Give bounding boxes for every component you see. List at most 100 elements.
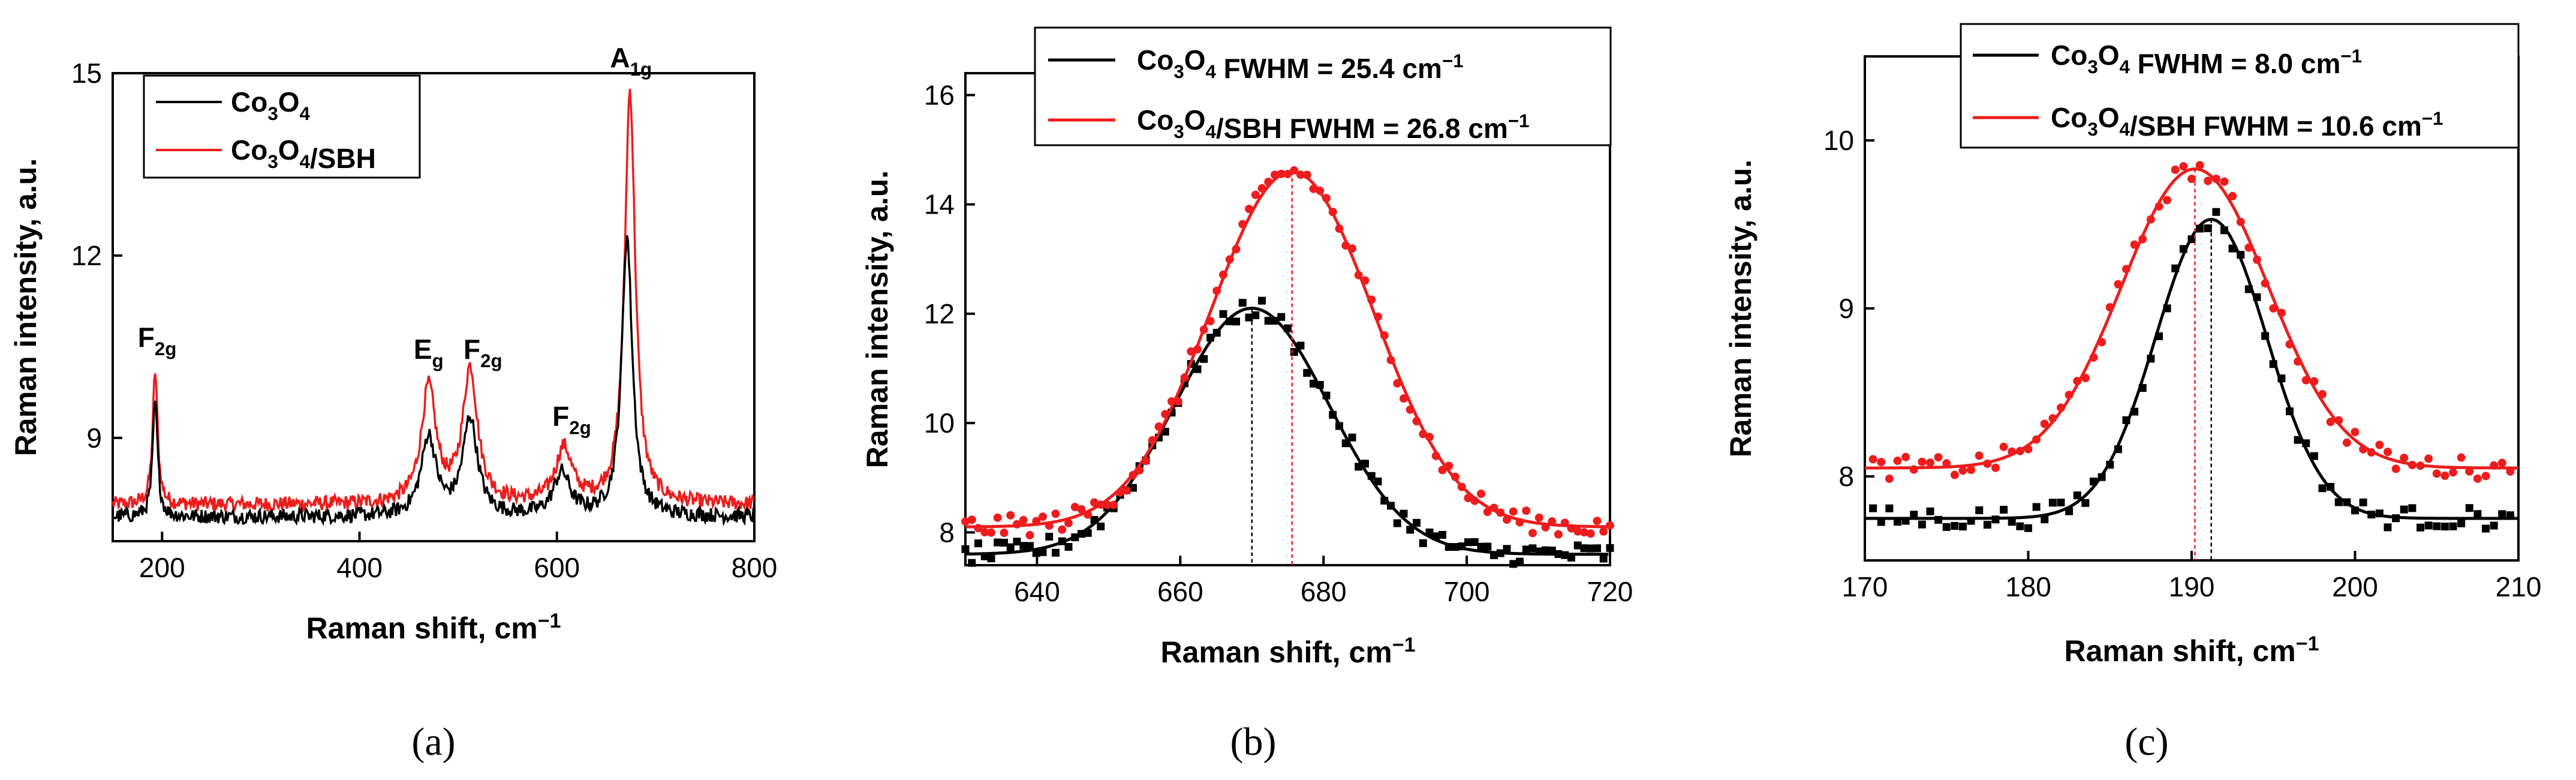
data-point-co3o4-sbh bbox=[1206, 317, 1215, 326]
data-point-co3o4-sbh bbox=[1225, 255, 1234, 264]
data-point-co3o4 bbox=[2359, 498, 2367, 506]
data-point-co3o4-sbh bbox=[2195, 161, 2204, 170]
data-point-co3o4-sbh bbox=[1283, 170, 1292, 179]
data-point-co3o4-sbh bbox=[2342, 438, 2351, 447]
data-point-co3o4-sbh bbox=[1967, 466, 1976, 475]
data-point-co3o4 bbox=[1593, 544, 1601, 553]
data-point-co3o4-sbh bbox=[2138, 235, 2147, 244]
series-b bbox=[961, 166, 1614, 568]
data-point-co3o4 bbox=[2244, 285, 2253, 293]
data-point-co3o4-sbh bbox=[2384, 448, 2392, 457]
data-point-co3o4 bbox=[1058, 537, 1066, 545]
data-point-co3o4-sbh bbox=[1257, 184, 1266, 193]
data-point-co3o4 bbox=[1983, 521, 1991, 529]
legend-box-b bbox=[1034, 26, 1612, 146]
data-point-co3o4 bbox=[2384, 523, 2392, 532]
data-point-co3o4-sbh bbox=[1942, 459, 1951, 468]
data-point-co3o4-sbh bbox=[2065, 391, 2074, 400]
data-point-co3o4-sbh bbox=[1058, 525, 1067, 534]
data-point-co3o4-sbh bbox=[1142, 457, 1150, 466]
data-point-co3o4-sbh bbox=[1173, 397, 1182, 406]
data-point-co3o4-sbh bbox=[1161, 410, 1170, 419]
data-point-co3o4-sbh bbox=[1541, 523, 1550, 532]
fit-curve-co3o4-sbh bbox=[965, 170, 1609, 529]
data-point-co3o4 bbox=[1496, 549, 1504, 557]
data-point-co3o4-sbh bbox=[1457, 482, 1466, 491]
data-point-co3o4-sbh bbox=[1412, 417, 1421, 426]
data-point-co3o4-sbh bbox=[1180, 373, 1189, 382]
x-tick-label: 720 bbox=[1587, 576, 1633, 607]
data-point-co3o4 bbox=[1522, 545, 1530, 554]
data-point-co3o4 bbox=[2253, 293, 2261, 301]
data-point-co3o4 bbox=[1425, 528, 1434, 536]
data-point-co3o4 bbox=[2433, 522, 2441, 530]
data-point-co3o4-sbh bbox=[1419, 430, 1428, 439]
data-point-co3o4 bbox=[1535, 547, 1543, 556]
data-point-co3o4 bbox=[1310, 379, 1317, 388]
data-point-co3o4-sbh bbox=[1238, 220, 1247, 229]
x-tick-label: 180 bbox=[2005, 571, 2051, 602]
data-point-co3o4-sbh bbox=[2048, 414, 2057, 423]
data-point-co3o4-sbh bbox=[1219, 270, 1227, 279]
data-point-co3o4 bbox=[1355, 463, 1363, 471]
data-point-co3o4 bbox=[1193, 365, 1202, 373]
data-point-co3o4-sbh bbox=[1400, 394, 1408, 403]
data-point-co3o4 bbox=[2155, 332, 2163, 340]
data-point-co3o4-sbh bbox=[1251, 190, 1260, 199]
data-point-co3o4 bbox=[1470, 538, 1479, 546]
data-point-co3o4 bbox=[1348, 433, 1356, 442]
x-tick-label: 640 bbox=[1014, 576, 1060, 607]
data-point-co3o4 bbox=[2367, 511, 2376, 519]
panel-c: 170 180 190 200 210 8 9 10 Co3O4 FWHM = 8.0 cm−… bbox=[1724, 23, 2541, 764]
data-point-co3o4-sbh bbox=[2171, 165, 2180, 174]
plot-frame-a bbox=[112, 72, 756, 542]
data-point-co3o4-sbh bbox=[1606, 521, 1614, 530]
data-point-co3o4-sbh bbox=[2351, 427, 2360, 436]
data-point-co3o4 bbox=[2147, 355, 2155, 363]
data-point-co3o4 bbox=[2122, 416, 2130, 424]
data-point-co3o4-sbh bbox=[1386, 356, 1395, 365]
data-point-co3o4-sbh bbox=[980, 528, 989, 537]
data-point-co3o4-sbh bbox=[2236, 217, 2245, 226]
data-point-co3o4-sbh bbox=[1367, 295, 1376, 304]
data-point-co3o4-sbh bbox=[1361, 276, 1370, 285]
data-point-co3o4-sbh bbox=[2457, 453, 2466, 462]
data-point-co3o4 bbox=[1052, 548, 1060, 557]
peak-label: F2g bbox=[138, 322, 177, 359]
data-point-co3o4 bbox=[1406, 526, 1415, 534]
x-tick-label: 660 bbox=[1157, 576, 1203, 607]
data-point-co3o4 bbox=[1296, 341, 1305, 350]
data-point-co3o4-sbh bbox=[2367, 448, 2376, 457]
data-point-co3o4-sbh bbox=[1116, 488, 1124, 497]
data-point-co3o4-sbh bbox=[1586, 529, 1595, 538]
x-tick-label: 700 bbox=[1444, 576, 1490, 607]
data-point-co3o4-sbh bbox=[1496, 508, 1505, 517]
data-point-co3o4-sbh bbox=[1593, 517, 1602, 526]
data-point-co3o4 bbox=[1161, 427, 1169, 436]
data-point-co3o4-sbh bbox=[2490, 461, 2499, 470]
ticks-b: 640 660 680 700 720 8 10 12 14 16 bbox=[924, 79, 1633, 607]
data-point-co3o4-sbh bbox=[1232, 245, 1241, 254]
panel-a: 200 400 600 800 9 12 15 F2g Eg F2g F2g A1g Co3O4 C… bbox=[9, 42, 777, 764]
data-point-co3o4-sbh bbox=[2024, 445, 2033, 454]
data-point-co3o4 bbox=[1238, 299, 1247, 307]
peak-label: F2g bbox=[464, 334, 502, 371]
spectrum-co3o4-sbh bbox=[112, 88, 755, 514]
data-point-co3o4 bbox=[1606, 544, 1614, 552]
x-tick-label: 400 bbox=[336, 552, 383, 583]
data-point-co3o4 bbox=[1599, 554, 1608, 563]
data-point-co3o4 bbox=[2196, 224, 2204, 233]
data-point-co3o4 bbox=[1554, 550, 1563, 558]
data-point-co3o4-sbh bbox=[2244, 243, 2253, 252]
data-point-co3o4-sbh bbox=[1051, 509, 1060, 518]
panel-label-c: (c) bbox=[2124, 720, 2168, 764]
data-point-co3o4 bbox=[2457, 519, 2466, 527]
data-point-co3o4-sbh bbox=[1393, 379, 1402, 388]
data-point-co3o4-sbh bbox=[1135, 466, 1144, 475]
data-point-co3o4 bbox=[2187, 235, 2196, 244]
data-point-co3o4 bbox=[1341, 439, 1350, 448]
y-axis-label-a: Raman intensity, a.u. bbox=[9, 158, 43, 456]
data-point-co3o4-sbh bbox=[2073, 377, 2082, 386]
data-point-co3o4 bbox=[1039, 548, 1047, 556]
